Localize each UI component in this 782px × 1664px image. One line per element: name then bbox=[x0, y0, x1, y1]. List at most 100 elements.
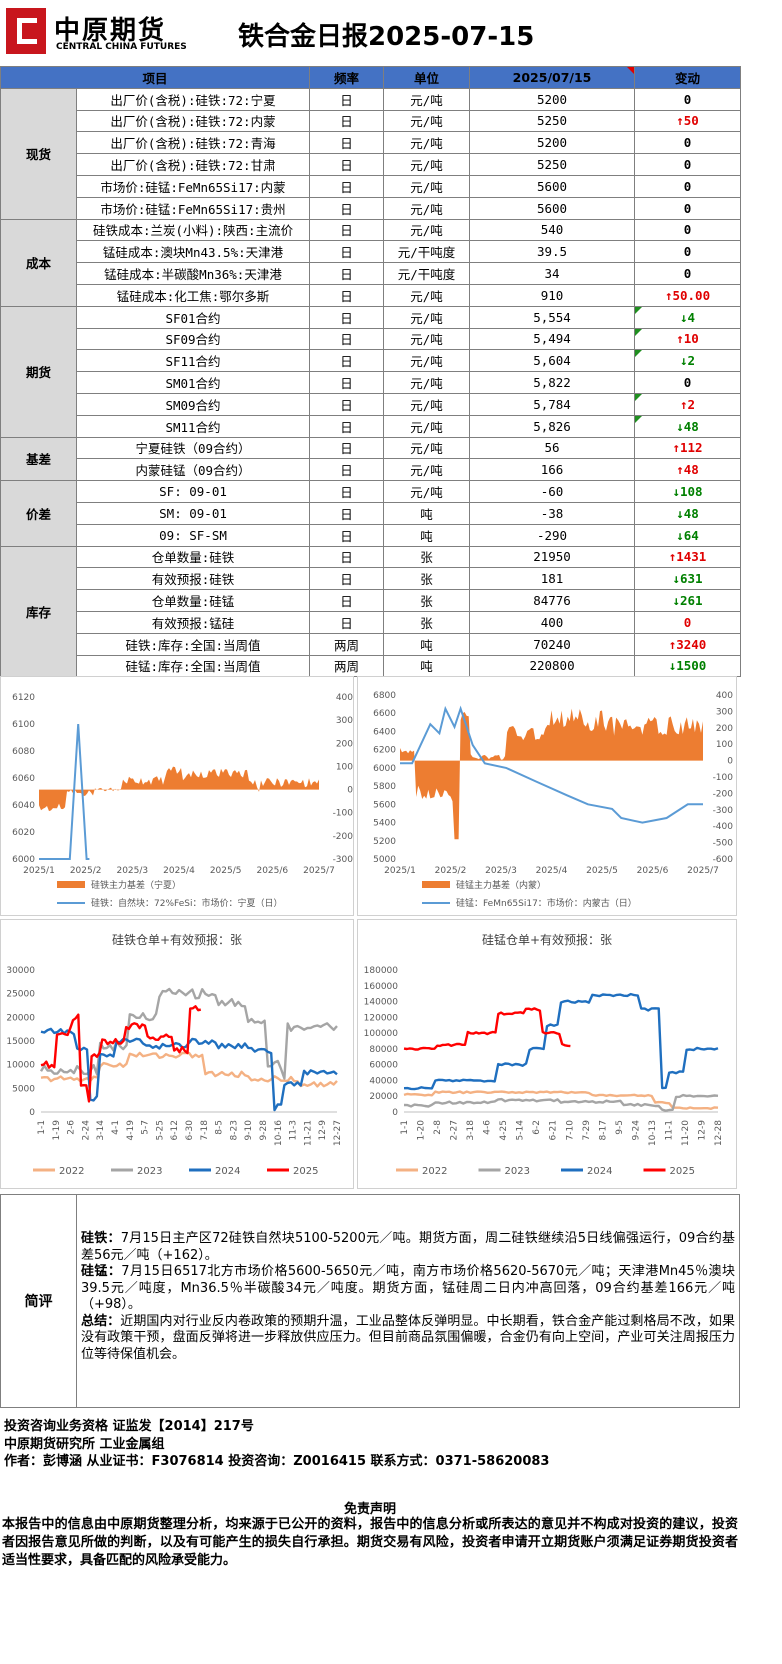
table-cell: 张 bbox=[383, 589, 471, 612]
y-tick-label: 60000 bbox=[369, 1061, 398, 1071]
table-row: 有效预报:硅铁日张 181 ↓631 bbox=[1, 567, 742, 591]
table-row: 现货 出厂价(含税):硅铁:72:宁夏日元/吨 5200 0 bbox=[0, 87, 742, 220]
y-tick-label: 5000 bbox=[373, 855, 396, 865]
table-cell: 5200 bbox=[469, 131, 636, 155]
x-tick-label: 4-1 bbox=[111, 1120, 121, 1135]
change-cell: 0 bbox=[634, 87, 742, 111]
x-tick-label: 2025/3 bbox=[485, 866, 517, 876]
y2-tick-label: 0 bbox=[727, 757, 733, 767]
x-tick-label: 6-30 bbox=[185, 1120, 195, 1141]
x-tick-label: 9-24 bbox=[631, 1120, 641, 1141]
x-tick-label: 11-1 bbox=[664, 1120, 674, 1140]
change-cell: 0 bbox=[634, 174, 742, 198]
table-cell: 日 bbox=[309, 545, 385, 569]
table-cell: SM01合约 bbox=[75, 371, 311, 394]
table-cell: 400 bbox=[469, 610, 636, 634]
table-cell: 元/吨 bbox=[383, 436, 471, 460]
table-cell: 日 bbox=[309, 153, 385, 176]
y-tick-label: 180000 bbox=[364, 966, 399, 976]
flag-icon bbox=[635, 394, 643, 401]
change-cell: 0 bbox=[634, 196, 742, 220]
commentary-ferrosilicon: 硅铁：7月15日主产区72硅铁自然块5100-5200元／吨。期货方面，周二硅铁… bbox=[81, 1231, 735, 1263]
y-tick-label: 6060 bbox=[12, 774, 35, 784]
x-tick-label: 11-20 bbox=[681, 1120, 691, 1146]
y-tick-label: 6000 bbox=[373, 764, 396, 774]
legend-label: 硅铁主力基差（宁夏） bbox=[91, 879, 181, 891]
table-cell: 元/吨 bbox=[383, 109, 471, 133]
table-cell: 张 bbox=[383, 545, 471, 569]
y-tick-label: 0 bbox=[392, 1108, 398, 1118]
y-tick-label: 100000 bbox=[364, 1029, 399, 1039]
table-cell: 元/吨 bbox=[383, 153, 471, 176]
table-cell: 元/吨 bbox=[383, 131, 471, 155]
x-tick-label: 9-28 bbox=[259, 1120, 269, 1141]
table-header: 项目 频率 单位 2025/07/15 变动 bbox=[0, 66, 742, 89]
table-cell: 日 bbox=[309, 283, 385, 307]
x-tick-label: 4-6 bbox=[483, 1120, 493, 1135]
table-cell: 元/吨 bbox=[383, 327, 471, 351]
change-cell: ↑2 bbox=[634, 392, 742, 416]
table-row: 仓单数量:硅锰日张 84776 ↓261 bbox=[1, 589, 742, 612]
change-cell: 0 bbox=[634, 218, 742, 242]
category-cell: 基差 bbox=[0, 436, 77, 482]
y-tick-label: 5400 bbox=[373, 819, 396, 829]
silicomanganese-basis-chart: 5000 5200 5400 5600 5800 6000 6200 6400 6600 6800… bbox=[357, 676, 737, 916]
legend-swatch bbox=[422, 881, 450, 888]
y2-tick-label: -600 bbox=[713, 855, 734, 865]
x-tick-label: 2025/4 bbox=[536, 866, 568, 876]
change-cell: ↑3240 bbox=[634, 632, 742, 656]
y-tick-label: 5000 bbox=[12, 1084, 35, 1094]
x-tick-label: 2025/6 bbox=[637, 866, 669, 876]
table-cell: SM11合约 bbox=[75, 414, 311, 438]
x-tick-label: 6-12 bbox=[170, 1120, 180, 1140]
table-cell: -38 bbox=[469, 501, 636, 525]
table-cell: -290 bbox=[469, 523, 636, 547]
price-line bbox=[39, 723, 90, 860]
table-cell: 70240 bbox=[469, 632, 636, 656]
table-cell: 5,822 bbox=[469, 371, 636, 394]
silicomanganese-warrant-chart: 硅锰仓单+有效预报：张 0 20000 40000 60000 80000 100000 12… bbox=[357, 919, 737, 1189]
table-cell: 39.5 bbox=[469, 240, 636, 264]
y2-tick-label: 100 bbox=[716, 740, 733, 750]
series-line bbox=[403, 1093, 719, 1112]
change-cell: 0 bbox=[634, 371, 742, 394]
legend-label: 2022 bbox=[59, 1166, 84, 1177]
series-line bbox=[403, 1007, 571, 1051]
table-cell: 日 bbox=[309, 480, 385, 503]
change-cell: ↑112 bbox=[634, 436, 742, 460]
legend-label: 硅铁：自然块：72%FeSi：市场价：宁夏（日） bbox=[91, 897, 282, 909]
x-tick-label: 7-18 bbox=[200, 1120, 210, 1141]
y-tick-label: 6000 bbox=[12, 855, 35, 865]
change-cell: ↓1500 bbox=[634, 654, 742, 678]
table-cell: 5,554 bbox=[469, 305, 636, 329]
x-tick-label: 8-17 bbox=[598, 1120, 608, 1140]
y-tick-label: 160000 bbox=[364, 982, 399, 992]
x-tick-label: 12-28 bbox=[714, 1120, 724, 1146]
ferrosilicon-warrant-chart: 硅铁仓单+有效预报：张 0 5000 10000 15000 20000 25000 3000… bbox=[0, 919, 354, 1189]
table-cell: SF01合约 bbox=[75, 305, 311, 329]
flag-icon bbox=[635, 307, 643, 314]
change-cell: ↑10 bbox=[634, 327, 742, 351]
x-tick-label: 5-25 bbox=[155, 1120, 165, 1140]
x-tick-label: 2025/2 bbox=[70, 866, 102, 876]
table-cell: 09: SF-SM bbox=[75, 523, 311, 547]
y-tick-label: 15000 bbox=[6, 1037, 35, 1047]
x-tick-label: 5-14 bbox=[516, 1120, 526, 1141]
table-row: 硅铁:库存:全国:当周值 两周吨 70240 ↑3240 bbox=[1, 632, 742, 656]
series-line bbox=[40, 1005, 202, 1103]
y-tick-label: 6600 bbox=[373, 709, 396, 719]
table-cell: 日 bbox=[309, 458, 385, 482]
table-cell: 吨 bbox=[383, 654, 471, 678]
y2-tick-label: 400 bbox=[336, 693, 353, 703]
table-cell: 日 bbox=[309, 567, 385, 591]
x-tick-label: 12-27 bbox=[333, 1120, 343, 1146]
table-cell: 仓单数量:硅锰 bbox=[75, 589, 311, 612]
y-tick-label: 120000 bbox=[364, 1013, 399, 1023]
table-cell: 日 bbox=[309, 262, 385, 285]
table-row: 出厂价(含税):硅铁:72:青海日元/吨 5200 0 bbox=[1, 131, 742, 155]
category-cell: 现货 bbox=[0, 87, 77, 220]
legend-label: 硅锰：FeMn65Si17：市场价：内蒙古（日） bbox=[456, 897, 637, 909]
table-row: 市场价:硅锰:FeMn65Si17:内蒙日元/吨 5600 0 bbox=[1, 174, 742, 198]
chart-title: 硅铁仓单+有效预报：张 bbox=[112, 932, 242, 947]
y-tick-label: 10000 bbox=[6, 1061, 35, 1071]
